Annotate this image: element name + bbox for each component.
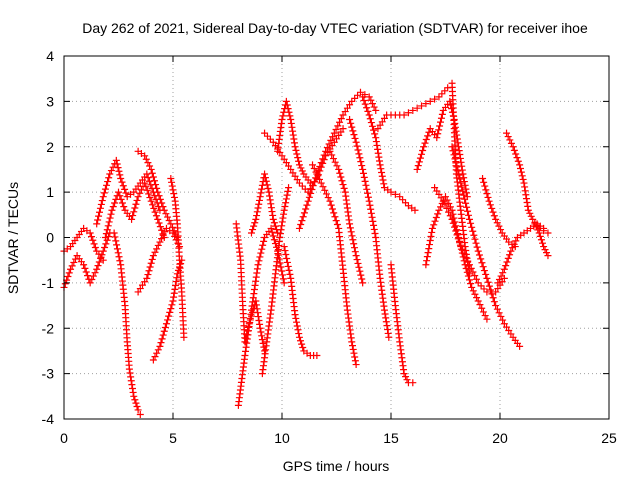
x-tick-label: 5 — [169, 430, 177, 446]
series-markers — [448, 79, 473, 278]
x-tick-label: 10 — [274, 430, 290, 446]
chart-title: Day 262 of 2021, Sidereal Day-to-day VTE… — [82, 20, 588, 36]
series-arc-u — [359, 93, 419, 214]
series-markers — [134, 147, 181, 241]
x-tick-label: 20 — [492, 430, 508, 446]
series-markers — [247, 170, 282, 237]
series-arc-ac — [479, 175, 519, 251]
series-arc-c — [93, 156, 164, 228]
series-markers — [346, 116, 393, 341]
series-markers — [387, 261, 417, 387]
x-tick-label: 15 — [383, 430, 399, 446]
series-arc-ab — [448, 79, 473, 278]
series-markers — [167, 175, 188, 341]
y-axis-label: SDTVAR / TECUs — [5, 182, 21, 294]
y-tick-label: 0 — [46, 230, 54, 246]
y-tick-label: -2 — [42, 320, 55, 336]
y-tick-label: -3 — [42, 366, 55, 382]
y-tick-label: 2 — [46, 139, 54, 155]
series-markers — [503, 129, 552, 237]
series-arc-e — [110, 229, 144, 418]
series-markers — [359, 93, 419, 214]
series-markers — [274, 97, 314, 187]
series-arc-r — [309, 161, 360, 369]
series-markers — [479, 175, 519, 251]
series-arc-q — [295, 88, 380, 232]
series-arc-h — [149, 256, 186, 364]
series-arc-af — [531, 220, 552, 260]
y-tick-label: -1 — [42, 275, 55, 291]
series-markers — [149, 256, 186, 364]
y-tick-label: 4 — [46, 48, 54, 64]
series-arc-i — [167, 175, 188, 341]
series-arc-w — [387, 261, 417, 387]
series-arc-t — [346, 116, 393, 341]
series-markers — [101, 179, 168, 241]
series-arc-s — [326, 147, 367, 287]
series-arc-k — [234, 224, 288, 409]
x-tick-label: 0 — [60, 430, 68, 446]
series-markers — [258, 184, 293, 378]
y-tick-label: -4 — [42, 411, 55, 427]
series-markers — [280, 243, 321, 359]
series-arc-f — [134, 147, 181, 241]
series-markers — [295, 88, 380, 232]
series-arc-d — [101, 179, 168, 241]
series-arc-m — [258, 184, 293, 378]
series-arc-aa — [448, 143, 524, 350]
series-markers — [93, 156, 164, 228]
series-markers — [448, 143, 524, 350]
x-axis-label: GPS time / hours — [283, 458, 390, 474]
series-arc-o — [274, 97, 314, 187]
series-markers — [531, 220, 552, 260]
y-tick-label: 1 — [46, 184, 54, 200]
series-markers — [309, 161, 360, 369]
x-tick-label: 25 — [601, 430, 617, 446]
series-markers — [234, 224, 288, 409]
grid — [64, 56, 609, 419]
series-arc-p — [280, 243, 321, 359]
y-tick-label: 3 — [46, 93, 54, 109]
series-arc-v — [374, 84, 452, 133]
series-markers — [110, 229, 144, 418]
series-arc-ae — [503, 129, 552, 237]
series-markers — [374, 84, 452, 133]
series-markers — [326, 147, 367, 287]
data-points — [60, 79, 552, 418]
series-arc-l — [247, 170, 282, 237]
